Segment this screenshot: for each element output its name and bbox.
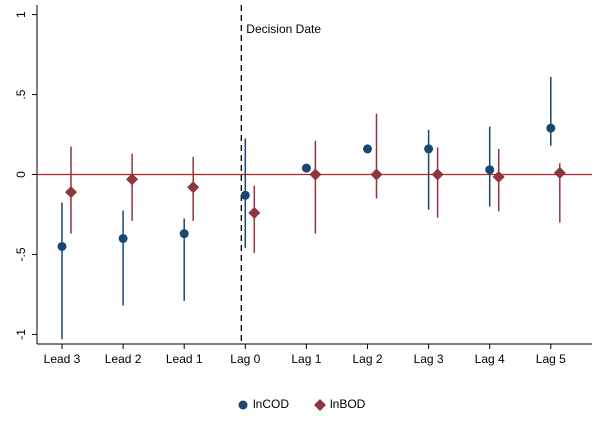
point: [301, 163, 311, 173]
point: [187, 181, 200, 194]
x-tick-label: Lead 2: [105, 352, 142, 366]
legend-label: lnBOD: [330, 397, 366, 411]
x-tick-label: Lead 3: [44, 352, 81, 366]
x-tick-label: Lag 1: [291, 352, 321, 366]
x-tick-label: Lag 0: [230, 352, 260, 366]
point: [431, 168, 444, 181]
point: [118, 233, 128, 243]
point: [240, 190, 250, 200]
x-tick-label: Lag 5: [536, 352, 566, 366]
x-tick-label: Lag 2: [352, 352, 382, 366]
point: [485, 165, 495, 175]
y-tick-label: -.5: [14, 247, 28, 261]
legend-label: lnCOD: [253, 397, 289, 411]
y-tick-label: 1: [14, 11, 28, 18]
point: [126, 173, 139, 186]
x-tick-label: Lag 4: [475, 352, 505, 366]
point: [248, 206, 261, 219]
point: [179, 229, 189, 239]
point: [65, 186, 77, 199]
annotation: Decision Date: [246, 22, 321, 36]
y-tick-label: .5: [14, 89, 28, 99]
point: [546, 123, 556, 133]
legend-marker: [314, 399, 326, 411]
y-tick-label: 0: [14, 171, 28, 178]
point: [57, 241, 67, 251]
y-tick-label: -1: [14, 329, 28, 340]
legend-marker: [238, 400, 248, 410]
x-tick-label: Lead 1: [166, 352, 203, 366]
point: [424, 144, 434, 154]
x-tick-label: Lag 3: [414, 352, 444, 366]
point: [370, 168, 383, 181]
point: [553, 166, 566, 179]
point: [309, 168, 322, 181]
point: [492, 170, 505, 183]
point: [363, 144, 372, 154]
